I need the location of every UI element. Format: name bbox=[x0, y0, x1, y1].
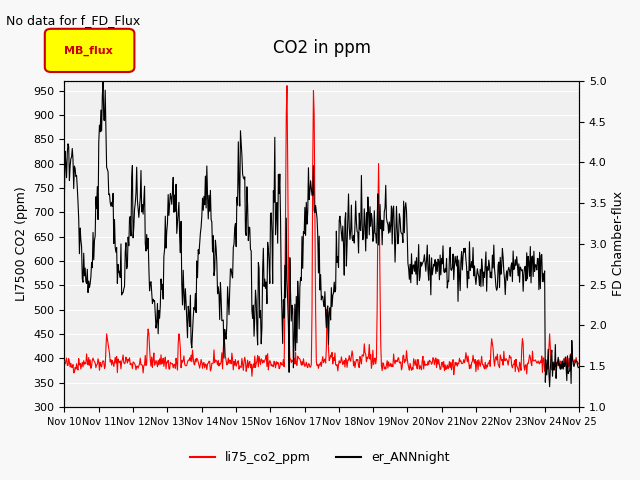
Legend: li75_co2_ppm, er_ANNnight: li75_co2_ppm, er_ANNnight bbox=[186, 446, 454, 469]
Title: CO2 in ppm: CO2 in ppm bbox=[273, 39, 371, 57]
Text: No data for f_FD_Flux: No data for f_FD_Flux bbox=[6, 14, 141, 27]
Y-axis label: FD Chamber-flux: FD Chamber-flux bbox=[612, 192, 625, 296]
Y-axis label: LI7500 CO2 (ppm): LI7500 CO2 (ppm) bbox=[15, 186, 28, 301]
Text: MB_flux: MB_flux bbox=[64, 45, 113, 56]
